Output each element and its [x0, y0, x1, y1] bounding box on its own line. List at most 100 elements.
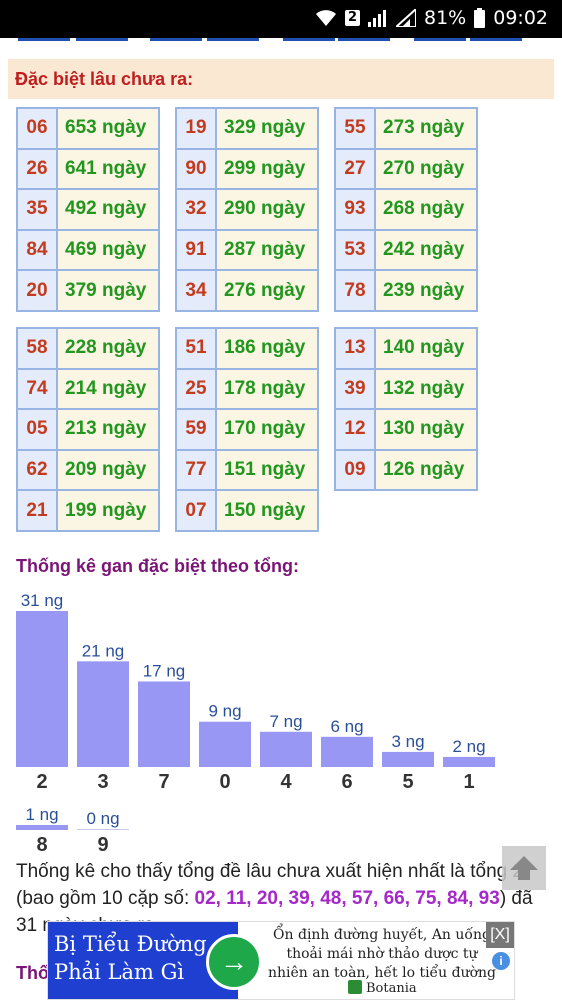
gan-table: 19 329 ngày 90 299 ngày 32 290 ngày 91 287 ngày…: [175, 107, 319, 312]
ad-text: Ổn định đường huyết, An uống thoải mái n…: [267, 927, 497, 981]
bar-value-label: 6 ng: [330, 717, 363, 736]
pair-number: 12: [334, 408, 376, 451]
pair-number: 93: [334, 188, 376, 231]
bar-value-label: 17 ng: [143, 661, 186, 680]
category-label: 3: [97, 771, 108, 793]
category-label: 8: [36, 834, 47, 855]
days-count: 273 ngày: [374, 107, 478, 150]
bar-value-label: 21 ng: [82, 641, 125, 660]
days-count: 170 ngày: [215, 408, 319, 451]
pair-number: 32: [175, 188, 217, 231]
pair-number: 20: [16, 269, 58, 312]
table-row: 05 213 ngày: [16, 408, 160, 451]
arrow-right-icon[interactable]: →: [206, 934, 262, 990]
chart-bar: [77, 661, 129, 767]
chart-bar: [321, 736, 373, 767]
pair-number: 84: [16, 228, 58, 272]
chart-title: Thống kê gan đặc biệt theo tổng:: [16, 556, 299, 576]
category-label: 5: [402, 771, 413, 793]
days-count: 126 ngày: [374, 448, 478, 492]
category-label: 4: [280, 771, 292, 793]
info-icon[interactable]: i: [492, 952, 510, 970]
days-count: 242 ngày: [374, 228, 478, 272]
days-count: 239 ngày: [374, 269, 478, 312]
pair-number: 62: [16, 448, 58, 492]
category-label: 2: [36, 771, 47, 793]
table-row: 91 287 ngày: [175, 228, 319, 272]
pair-number: 13: [334, 327, 376, 370]
pair-number: 55: [334, 107, 376, 150]
days-count: 209 ngày: [56, 448, 160, 492]
chart-bar: [16, 824, 68, 830]
days-count: 268 ngày: [374, 188, 478, 231]
ad-brand-name: Botania: [366, 981, 417, 996]
table-row: 34 276 ngày: [175, 269, 319, 312]
days-count: 186 ngày: [215, 327, 319, 370]
pair-number: 25: [175, 367, 217, 411]
clock: 09:02: [493, 7, 548, 29]
category-label: 0: [219, 771, 230, 793]
table-row: 78 239 ngày: [334, 269, 478, 312]
days-count: 213 ngày: [56, 408, 160, 451]
days-count: 140 ngày: [374, 327, 478, 370]
table-row: 55 273 ngày: [334, 107, 478, 150]
table-row: 77 151 ngày: [175, 448, 319, 492]
table-row: 25 178 ngày: [175, 367, 319, 411]
pair-number: 06: [16, 107, 58, 150]
pair-number: 19: [175, 107, 217, 150]
category-label: 7: [158, 771, 169, 793]
days-count: 329 ngày: [215, 107, 319, 150]
table-row: 19 329 ngày: [175, 107, 319, 150]
category-label: 1: [463, 771, 474, 793]
days-count: 276 ngày: [215, 269, 319, 312]
table-row: 51 186 ngày: [175, 327, 319, 370]
signal-icon: [368, 10, 386, 27]
ad-headline-line1: Bị Tiểu Đường: [54, 932, 207, 956]
days-count: 379 ngày: [56, 269, 160, 312]
table-row: 84 469 ngày: [16, 228, 160, 272]
gan-table: 58 228 ngày 74 214 ngày 05 213 ngày 62 209 ngày…: [16, 327, 160, 532]
chart-bar: [16, 611, 68, 767]
pair-number: 58: [16, 327, 58, 370]
pair-number: 77: [175, 448, 217, 492]
bar-value-label: 31 ng: [21, 591, 64, 610]
ad-close-button[interactable]: [X]: [486, 922, 514, 948]
table-row: 21 199 ngày: [16, 489, 160, 532]
pair-number: 21: [16, 489, 58, 532]
days-count: 130 ngày: [374, 408, 478, 451]
battery-icon: [474, 8, 486, 28]
chart-bar: [77, 829, 129, 830]
summary-paragraph: Thống kê cho thấy tổng đề lâu chưa xuất …: [16, 858, 546, 939]
ad-headline-line2: Phải Làm Gì: [54, 960, 185, 984]
pair-number: 78: [334, 269, 376, 312]
pair-number: 51: [175, 327, 217, 370]
leaf-icon: [348, 980, 362, 994]
table-row: 13 140 ngày: [334, 327, 478, 370]
days-count: 178 ngày: [215, 367, 319, 411]
pair-number: 90: [175, 147, 217, 191]
gan-table: 06 653 ngày 26 641 ngày 35 492 ngày 84 469 ngày…: [16, 107, 160, 312]
summary-text: Thống kê cho thấy tổng đề lâu chưa xuất …: [16, 861, 524, 909]
table-row: 53 242 ngày: [334, 228, 478, 272]
days-count: 287 ngày: [215, 228, 319, 272]
table-row: 90 299 ngày: [175, 147, 319, 191]
pair-number: 09: [334, 448, 376, 492]
days-count: 150 ngày: [215, 489, 319, 532]
days-count: 132 ngày: [374, 367, 478, 411]
category-label: 9: [97, 834, 108, 855]
table-row: 32 290 ngày: [175, 188, 319, 231]
chart-bar: [382, 751, 434, 767]
tab-stubs: [0, 38, 562, 44]
ad-banner[interactable]: Bị Tiểu Đường Phải Làm Gì → Ổn định đườn…: [47, 921, 515, 1000]
days-count: 151 ngày: [215, 448, 319, 492]
wifi-icon: [316, 10, 336, 26]
table-row: 39 132 ngày: [334, 367, 478, 411]
pair-number: 34: [175, 269, 217, 312]
table-row: 59 170 ngày: [175, 408, 319, 451]
table-row: 20 379 ngày: [16, 269, 160, 312]
table-row: 35 492 ngày: [16, 188, 160, 231]
pair-number: 07: [175, 489, 217, 532]
scroll-to-top-button[interactable]: [502, 846, 546, 890]
bar-value-label: 1 ng: [25, 805, 58, 824]
table-row: 58 228 ngày: [16, 327, 160, 370]
